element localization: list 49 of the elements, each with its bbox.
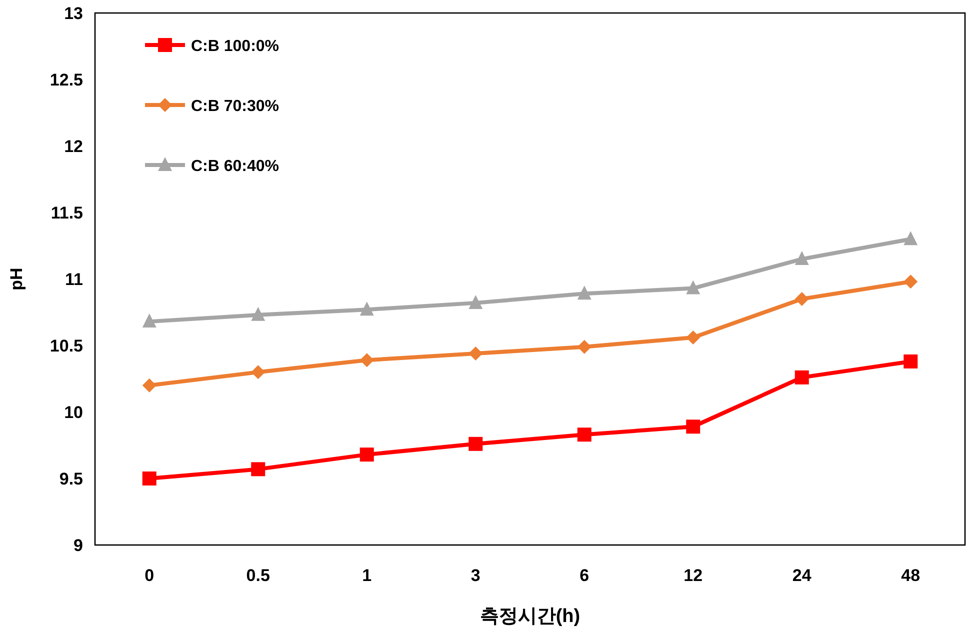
point <box>794 292 809 306</box>
point <box>251 462 266 476</box>
y-tick-label: 11 <box>65 270 83 289</box>
y-tick-label: 12 <box>64 137 83 156</box>
point <box>577 340 592 354</box>
legend-item: C:B 100:0% <box>145 38 280 55</box>
legend-item: C:B 60:40% <box>145 157 280 175</box>
point <box>904 274 918 289</box>
y-tick-label: 13 <box>64 4 83 23</box>
point <box>577 286 592 300</box>
point <box>468 294 483 309</box>
legend-label: C:B 60:40% <box>191 158 280 175</box>
point <box>794 370 809 384</box>
point <box>142 378 156 392</box>
point <box>251 365 266 380</box>
x-tick-label: 6 <box>580 566 590 585</box>
point <box>686 330 700 345</box>
point <box>360 353 374 368</box>
x-tick-label: 12 <box>684 566 703 585</box>
point <box>468 346 483 360</box>
x-tick-label: 3 <box>470 566 480 585</box>
legend-label: C:B 100:0% <box>191 38 280 55</box>
point <box>142 314 156 328</box>
y-tick-label: 12.5 <box>50 70 83 90</box>
point <box>360 302 374 316</box>
y-tick-label: 9.5 <box>59 470 83 488</box>
point <box>251 306 266 321</box>
point <box>686 420 700 434</box>
y-tick-label: 11.5 <box>50 204 83 222</box>
y-tick-label: 10.5 <box>50 336 83 356</box>
x-tick-label: 0.5 <box>246 566 270 585</box>
point <box>904 354 918 368</box>
y-tick-label: 10 <box>64 403 83 422</box>
legend-item: C:B 70:30% <box>145 98 280 115</box>
x-tick-label: 1 <box>362 566 372 585</box>
y-tick-label: 9 <box>74 536 83 555</box>
point <box>904 231 918 246</box>
point <box>360 448 374 462</box>
x-tick-label: 48 <box>901 566 920 585</box>
x-tick-label: 0 <box>144 566 154 585</box>
x-axis-title: 측정시간(h) <box>480 606 580 627</box>
y-axis-title: pH <box>7 268 26 290</box>
point <box>142 472 156 486</box>
legend-label: C:B 70:30% <box>191 98 280 115</box>
point <box>794 251 809 266</box>
point <box>577 428 592 442</box>
point <box>468 436 483 451</box>
point <box>686 280 700 294</box>
x-tick-label: 24 <box>792 566 812 585</box>
